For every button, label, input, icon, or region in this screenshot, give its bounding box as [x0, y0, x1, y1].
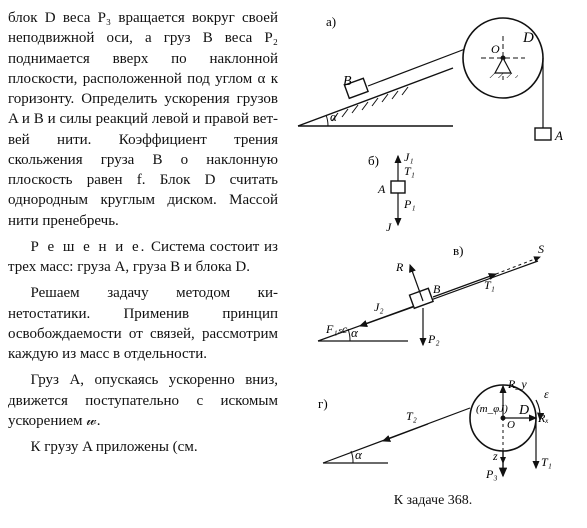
label-P3: P₃ — [485, 467, 498, 481]
label-S: S — [538, 242, 544, 256]
label-Rx: Rₓ — [537, 411, 549, 425]
label-P2: P₂ — [427, 332, 440, 346]
fig-b: б) A J₁ T₁ P₁ J — [368, 150, 416, 234]
text-column: блок D веса P₃ вращается во­круг своей н… — [8, 8, 278, 511]
label-a: а) — [326, 14, 336, 29]
label-B: B — [343, 74, 352, 89]
label-alpha-v: α — [351, 325, 359, 340]
label-R: R — [395, 260, 404, 274]
label-D-a: D — [522, 30, 534, 46]
label-P1: P₁ — [403, 197, 416, 211]
label-T1: T₁ — [404, 164, 415, 178]
label-g: г) — [318, 396, 328, 411]
label-J2: J₂ — [374, 300, 384, 314]
figure-svg: а) α — [288, 8, 578, 488]
label-A-b: A — [377, 182, 386, 196]
figure-column: а) α — [288, 8, 578, 511]
paragraph-1: блок D веса P₃ вращается во­круг своей н… — [8, 8, 278, 231]
label-J1: J₁ — [404, 150, 414, 164]
label-T2-v: T₁ — [484, 278, 495, 292]
paragraph-3: Решаем задачу методом ки­нетостатики. Пр… — [8, 283, 278, 364]
label-D-g: D — [518, 403, 529, 418]
label-phi: (m_φJ) — [476, 403, 508, 415]
fig-v: в) α B R T₁ S — [318, 242, 544, 346]
solution-word: Р е ш е н и е. — [31, 239, 147, 255]
label-alpha-g: α — [355, 447, 363, 462]
label-z: z — [492, 449, 498, 463]
label-O-g: O — [507, 419, 515, 431]
label-alpha-a: α — [330, 109, 338, 124]
fig-g: г) α T₂ D O Rₓ R_y — [318, 377, 552, 481]
figure-caption: К задаче 368. — [288, 492, 578, 511]
label-Fsc: F₁ₛc — [325, 322, 348, 336]
label-Ry: R_y — [507, 377, 527, 391]
label-A-a: A — [554, 128, 563, 143]
label-T1-g: T₁ — [541, 455, 552, 469]
label-T2: T₂ — [406, 409, 417, 423]
label-v: в) — [453, 243, 463, 258]
label-b: б) — [368, 153, 379, 168]
label-J: J — [386, 220, 392, 234]
paragraph-4: Груз A, опускаясь уско­ренно вниз, движе… — [8, 370, 278, 431]
fig-a: а) α — [298, 14, 563, 143]
paragraph-2: Р е ш е н и е. Система со­стоит из трех … — [8, 237, 278, 278]
label-eps: ε — [544, 387, 549, 401]
label-O-a: O — [491, 42, 500, 56]
paragraph-5: К грузу A приложены (см. — [8, 437, 278, 457]
